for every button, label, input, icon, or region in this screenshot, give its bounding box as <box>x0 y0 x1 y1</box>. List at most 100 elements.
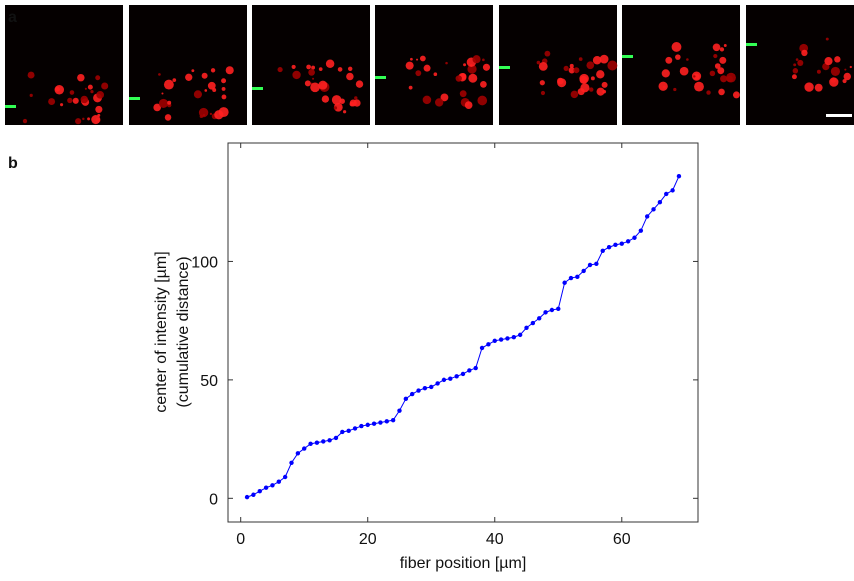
position-marker <box>375 76 386 79</box>
data-point <box>359 423 364 429</box>
fluorescent-spot <box>311 65 316 70</box>
microscopy-image <box>129 5 247 125</box>
fluorescent-spot <box>153 103 161 112</box>
data-point <box>378 420 383 425</box>
fluorescent-spot <box>440 93 449 102</box>
fluorescent-spot <box>791 74 797 80</box>
fluorescent-spot <box>415 70 422 77</box>
fluorescent-spot <box>793 63 797 67</box>
fluorescent-spot <box>732 91 740 99</box>
data-point <box>467 368 472 373</box>
data-line <box>246 175 680 498</box>
data-point <box>397 408 402 413</box>
fluorescent-spot <box>91 114 101 125</box>
data-point <box>606 245 612 250</box>
data-point <box>371 421 377 426</box>
fluorescent-spot <box>354 96 358 100</box>
x-tick-label: 20 <box>359 531 377 548</box>
y-axis-label: center of intensity [µm] <box>153 251 170 412</box>
fluorescent-spot <box>467 64 477 74</box>
fluorescent-spot <box>482 58 485 62</box>
x-axis-label: fiber position [µm] <box>400 555 527 572</box>
fluorescent-spot <box>842 78 847 84</box>
fluorescent-spot <box>201 72 208 79</box>
data-point <box>282 474 288 480</box>
microscopy-image <box>622 5 740 125</box>
fluorescent-spot <box>792 68 799 74</box>
fluorescent-spot <box>164 114 172 121</box>
data-point <box>409 391 415 397</box>
data-point <box>568 275 574 281</box>
fluorescent-spot <box>82 117 85 121</box>
fluorescent-spot <box>723 44 727 47</box>
panel-label: a <box>8 9 17 26</box>
position-marker <box>5 105 16 108</box>
data-point <box>390 417 396 423</box>
data-point <box>365 422 370 428</box>
data-point <box>549 307 555 313</box>
fluorescent-spot <box>814 83 823 92</box>
fluorescent-spot <box>343 110 347 114</box>
data-point <box>276 479 282 484</box>
data-point <box>670 188 675 193</box>
data-point <box>644 214 650 219</box>
fluorescent-spot <box>95 105 103 114</box>
fluorescent-spot <box>306 64 311 70</box>
panel-label: b <box>8 155 18 172</box>
fluorescent-spot <box>570 90 579 99</box>
fluorescent-spot <box>416 58 419 61</box>
data-point <box>524 325 529 330</box>
fluorescent-spot <box>422 95 432 105</box>
fluorescent-spot <box>210 68 216 73</box>
data-point <box>416 388 421 393</box>
fluorescent-spot <box>67 97 73 104</box>
fluorescent-spot <box>795 58 799 61</box>
fluorescent-spot <box>163 79 174 90</box>
fluorescent-spot <box>464 101 473 109</box>
fluorescent-spot <box>325 59 335 69</box>
fluorescent-spot <box>408 85 413 90</box>
data-point <box>302 446 307 451</box>
fluorescent-spot <box>540 90 546 96</box>
fluorescent-spot <box>199 114 204 119</box>
fluorescent-spot <box>601 81 608 88</box>
data-point <box>575 274 580 280</box>
fluorescent-spot <box>468 73 478 83</box>
fluorescent-spot <box>719 56 727 64</box>
fluorescent-spot <box>419 55 426 62</box>
data-point <box>327 438 332 443</box>
microscopy-image <box>5 5 123 125</box>
y-axis-label: (cumulative distance) <box>175 256 192 407</box>
fluorescent-spot <box>191 69 195 73</box>
fluorescent-spot <box>292 70 301 80</box>
data-point <box>340 429 345 435</box>
data-point <box>422 385 428 391</box>
fluorescent-spot <box>204 89 208 92</box>
data-point <box>346 428 351 434</box>
fluorescent-spot <box>544 50 551 57</box>
fluorescent-spot <box>347 66 353 72</box>
fluorescent-spot <box>318 80 328 90</box>
fluorescent-spot <box>602 89 607 94</box>
data-point <box>270 483 275 488</box>
data-point <box>505 336 510 341</box>
data-point <box>556 306 561 312</box>
fluorescent-spot <box>469 64 473 67</box>
fluorescent-spot <box>691 71 702 81</box>
data-point <box>664 191 669 197</box>
fluorescent-spot <box>321 95 330 103</box>
scale-bar <box>826 114 852 117</box>
image-strip <box>5 5 854 125</box>
fluorescent-spot <box>801 49 808 57</box>
data-point <box>321 439 326 444</box>
fluorescent-spot <box>480 81 487 88</box>
data-point <box>384 419 389 424</box>
data-point <box>537 316 542 321</box>
data-point <box>295 451 301 456</box>
y-tick-label: 100 <box>191 254 218 271</box>
fluorescent-spot <box>694 81 704 92</box>
x-tick-label: 40 <box>486 531 504 548</box>
fluorescent-spot <box>557 78 567 88</box>
fluorescent-spot <box>834 56 841 63</box>
fluorescent-spot <box>459 90 467 98</box>
